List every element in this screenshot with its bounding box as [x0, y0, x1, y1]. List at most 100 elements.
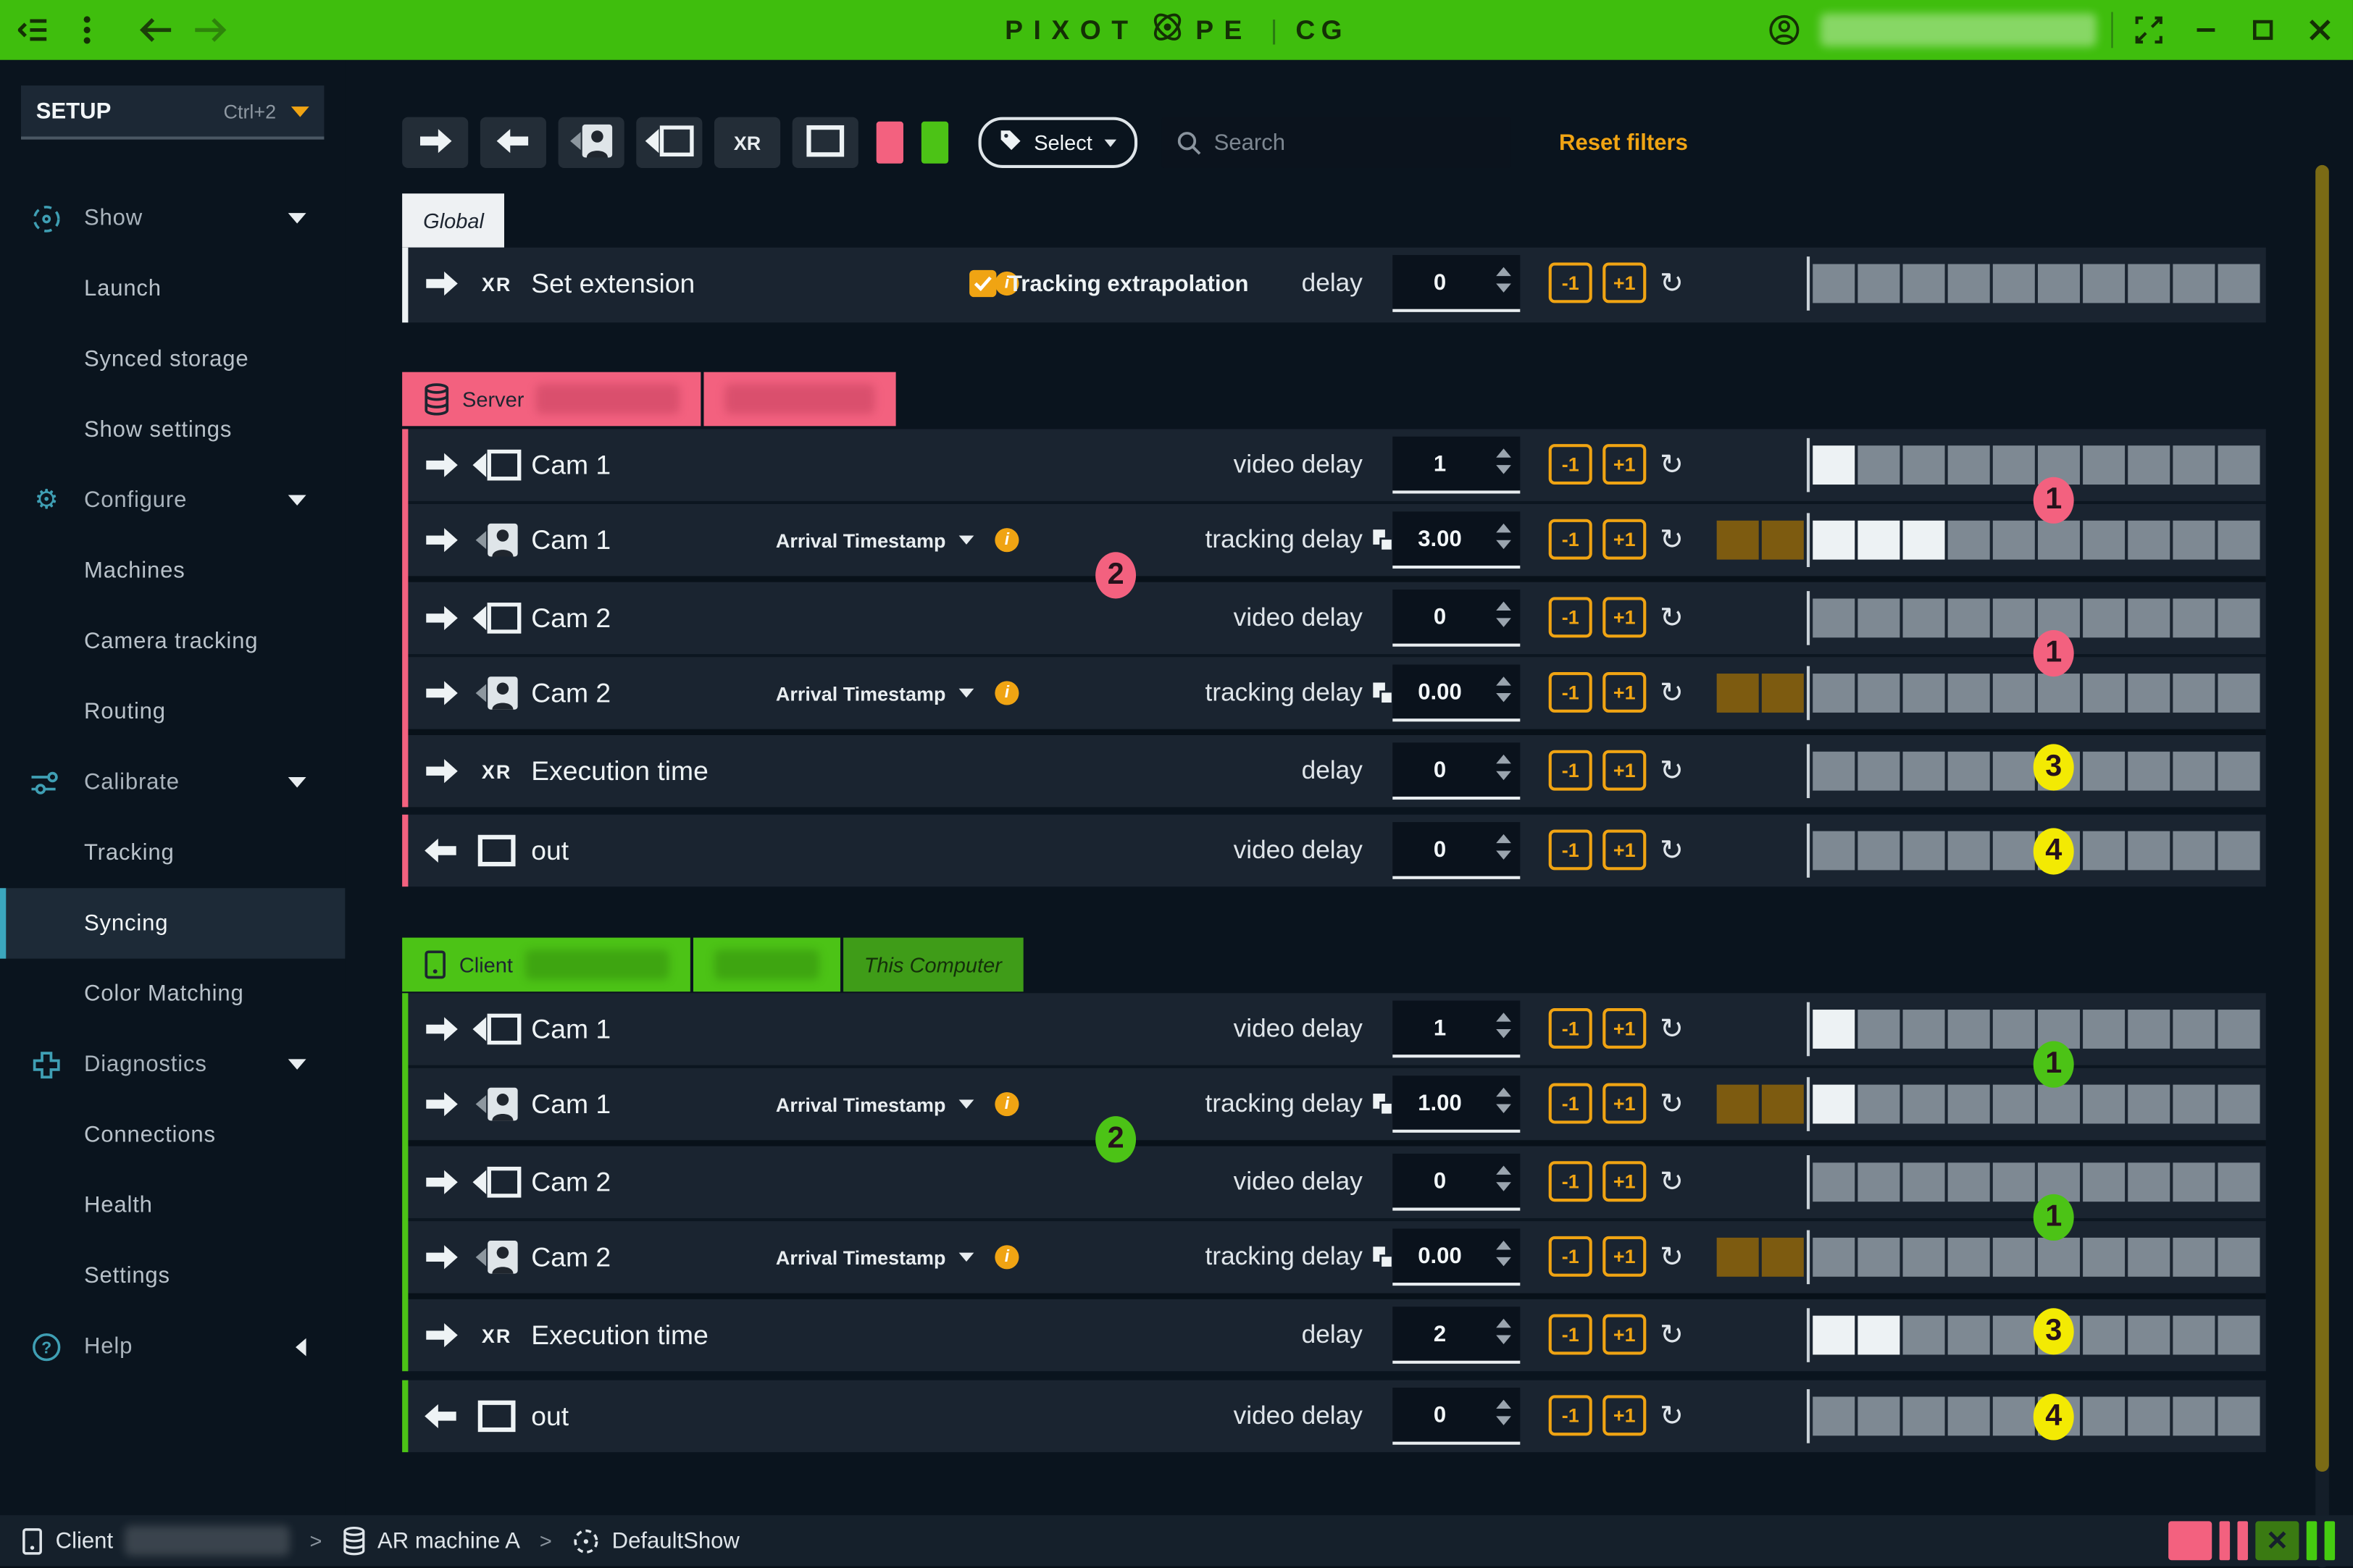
- spinner-arrows[interactable]: [1496, 1318, 1511, 1344]
- reset-delay-icon[interactable]: ↻: [1659, 1013, 1684, 1046]
- sidebar-item-tracking[interactable]: Tracking: [0, 818, 345, 888]
- delay-input[interactable]: 1: [1392, 1000, 1521, 1058]
- increment-button[interactable]: +1: [1602, 444, 1647, 485]
- spinner-arrows[interactable]: [1496, 834, 1511, 860]
- copy-icon[interactable]: [1371, 1092, 1394, 1123]
- user-icon[interactable]: [1763, 9, 1805, 51]
- delay-input[interactable]: 0: [1392, 1153, 1521, 1211]
- tab-global[interactable]: Global: [402, 193, 505, 248]
- delay-input[interactable]: 0: [1392, 255, 1521, 312]
- decrement-button[interactable]: -1: [1548, 1236, 1592, 1277]
- reset-delay-icon[interactable]: ↻: [1659, 267, 1684, 301]
- reset-delay-icon[interactable]: ↻: [1659, 523, 1684, 557]
- decrement-button[interactable]: -1: [1548, 444, 1592, 485]
- search-input[interactable]: Search: [1161, 117, 1511, 168]
- sidebar-item-camera-tracking[interactable]: Camera tracking: [0, 606, 345, 676]
- minimize-button[interactable]: [2185, 9, 2227, 51]
- scrollbar-track[interactable]: [2315, 164, 2329, 1568]
- tab-server-0[interactable]: Server: [402, 372, 701, 427]
- close-button[interactable]: [2299, 9, 2341, 51]
- copy-icon[interactable]: [1371, 1245, 1394, 1276]
- decrement-button[interactable]: -1: [1548, 1083, 1592, 1124]
- reset-filters-link[interactable]: Reset filters: [1559, 130, 1688, 156]
- forward-arrow-icon[interactable]: [189, 9, 231, 51]
- out-filter-button[interactable]: [792, 117, 858, 168]
- reset-delay-icon[interactable]: ↻: [1659, 754, 1684, 788]
- increment-button[interactable]: +1: [1602, 671, 1647, 713]
- reset-delay-icon[interactable]: ↻: [1659, 1318, 1684, 1352]
- sidebar-item-settings[interactable]: Settings: [0, 1241, 345, 1311]
- sidebar-item-launch[interactable]: Launch: [0, 253, 345, 324]
- tag-select-dropdown[interactable]: Select: [978, 117, 1137, 168]
- maximize-button[interactable]: [2242, 9, 2284, 51]
- sidebar-item-routing[interactable]: Routing: [0, 676, 345, 747]
- decrement-button[interactable]: -1: [1548, 1395, 1592, 1436]
- info-icon[interactable]: i: [995, 528, 1019, 553]
- sidebar-item-syncing[interactable]: Syncing: [0, 888, 346, 959]
- breadcrumb-item-defaultshow[interactable]: DefaultShow: [572, 1527, 740, 1555]
- spinner-arrows[interactable]: [1496, 1399, 1511, 1425]
- decrement-button[interactable]: -1: [1548, 1314, 1592, 1355]
- decrement-button[interactable]: -1: [1548, 1161, 1592, 1202]
- spinner-arrows[interactable]: [1496, 754, 1511, 781]
- camera-tracking-filter-button[interactable]: [558, 117, 624, 168]
- delay-input[interactable]: 0: [1392, 1388, 1521, 1445]
- sidebar-group-help[interactable]: ? Help: [0, 1311, 345, 1381]
- timestamp-mode-dropdown[interactable]: Arrival Timestamp: [776, 1221, 974, 1293]
- spinner-arrows[interactable]: [1496, 1241, 1511, 1267]
- spinner-arrows[interactable]: [1496, 267, 1511, 293]
- xr-filter-button[interactable]: XR: [714, 117, 781, 168]
- increment-button[interactable]: +1: [1602, 829, 1647, 871]
- reset-delay-icon[interactable]: ↻: [1659, 1399, 1684, 1433]
- info-icon[interactable]: i: [995, 1245, 1019, 1270]
- decrement-button[interactable]: -1: [1548, 597, 1592, 638]
- increment-button[interactable]: +1: [1602, 597, 1647, 638]
- reset-delay-icon[interactable]: ↻: [1659, 834, 1684, 868]
- tab-client-2[interactable]: This Computer: [843, 937, 1023, 992]
- kebab-menu-icon[interactable]: [66, 9, 108, 51]
- delay-input[interactable]: 3.00: [1392, 511, 1521, 569]
- delay-input[interactable]: 0.00: [1392, 1228, 1521, 1286]
- back-arrow-filter-button[interactable]: [480, 117, 546, 168]
- scrollbar-thumb[interactable]: [2315, 164, 2329, 1472]
- sidebar-group-configure[interactable]: ⚙ Configure: [0, 465, 345, 535]
- reset-delay-icon[interactable]: ↻: [1659, 1241, 1684, 1274]
- sidebar-collapse-icon[interactable]: [12, 9, 54, 51]
- reset-delay-icon[interactable]: ↻: [1659, 676, 1684, 710]
- timestamp-mode-dropdown[interactable]: Arrival Timestamp: [776, 504, 974, 576]
- spinner-arrows[interactable]: [1496, 676, 1511, 703]
- spinner-arrows[interactable]: [1496, 448, 1511, 474]
- info-icon[interactable]: i: [995, 1091, 1019, 1117]
- sidebar-group-calibrate[interactable]: Calibrate: [0, 747, 345, 818]
- decrement-button[interactable]: -1: [1548, 671, 1592, 713]
- delay-input[interactable]: 0: [1392, 742, 1521, 800]
- reset-delay-icon[interactable]: ↻: [1659, 601, 1684, 635]
- info-icon[interactable]: i: [995, 681, 1019, 705]
- delay-input[interactable]: 0.00: [1392, 664, 1521, 722]
- tab-server-1[interactable]: [703, 372, 897, 427]
- increment-button[interactable]: +1: [1602, 1236, 1647, 1277]
- sidebar-item-health[interactable]: Health: [0, 1170, 345, 1241]
- pink-filter-swatch[interactable]: [876, 121, 903, 164]
- spinner-arrows[interactable]: [1496, 1087, 1511, 1113]
- spinner-arrows[interactable]: [1496, 1165, 1511, 1191]
- reset-delay-icon[interactable]: ↻: [1659, 1087, 1684, 1121]
- timestamp-mode-dropdown[interactable]: Arrival Timestamp: [776, 1068, 974, 1140]
- delay-input[interactable]: 1.00: [1392, 1076, 1521, 1133]
- decrement-button[interactable]: -1: [1548, 829, 1592, 871]
- sidebar-group-show[interactable]: Show: [0, 183, 345, 253]
- tab-client-1[interactable]: [693, 937, 840, 992]
- copy-icon[interactable]: [1371, 681, 1394, 712]
- increment-button[interactable]: +1: [1602, 750, 1647, 791]
- workspace-selector[interactable]: SETUP Ctrl+2: [20, 85, 325, 140]
- info-icon[interactable]: i: [995, 271, 1019, 296]
- sidebar-item-color-matching[interactable]: Color Matching: [0, 959, 345, 1029]
- increment-button[interactable]: +1: [1602, 1007, 1647, 1049]
- delay-input[interactable]: 0: [1392, 590, 1521, 647]
- decrement-button[interactable]: -1: [1548, 519, 1592, 560]
- sidebar-group-diagnostics[interactable]: Diagnostics: [0, 1029, 345, 1099]
- breadcrumb-item-client[interactable]: Client: [21, 1525, 291, 1556]
- increment-button[interactable]: +1: [1602, 1083, 1647, 1124]
- delay-input[interactable]: 2: [1392, 1307, 1521, 1364]
- tracking-extrapolation-checkbox[interactable]: [969, 269, 997, 298]
